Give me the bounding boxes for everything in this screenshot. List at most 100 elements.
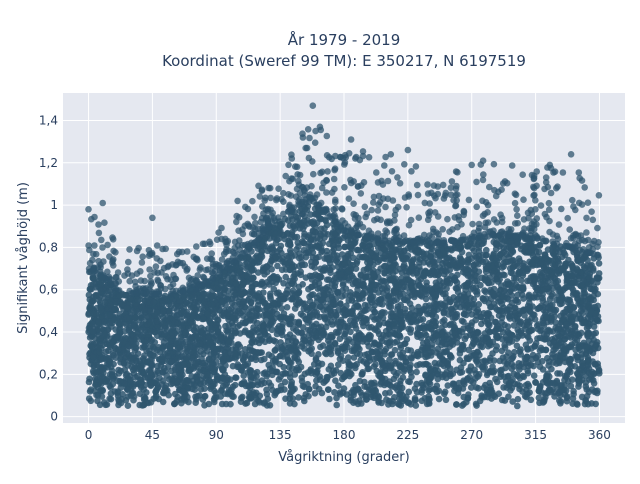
data-point bbox=[486, 329, 493, 336]
data-point bbox=[384, 381, 391, 388]
data-point bbox=[167, 338, 174, 345]
data-point bbox=[283, 349, 290, 356]
data-point bbox=[217, 292, 224, 299]
data-point bbox=[243, 319, 250, 326]
data-point bbox=[335, 241, 342, 248]
data-point bbox=[518, 242, 525, 249]
data-point bbox=[242, 352, 249, 359]
data-point bbox=[386, 274, 393, 281]
data-point bbox=[235, 308, 242, 315]
data-point bbox=[574, 401, 581, 408]
data-point bbox=[458, 347, 465, 354]
data-point bbox=[418, 380, 425, 387]
data-point bbox=[360, 338, 367, 345]
data-point bbox=[124, 387, 131, 394]
data-point bbox=[517, 318, 524, 325]
data-point bbox=[534, 253, 541, 260]
data-point bbox=[255, 298, 262, 305]
data-point bbox=[511, 349, 518, 356]
data-point bbox=[493, 255, 500, 262]
data-point bbox=[473, 260, 480, 267]
data-point bbox=[436, 251, 443, 258]
data-point bbox=[331, 389, 338, 396]
data-point bbox=[532, 284, 539, 291]
data-point bbox=[101, 399, 108, 406]
data-point bbox=[508, 355, 515, 362]
data-point bbox=[178, 307, 185, 314]
data-point bbox=[560, 346, 567, 353]
data-point bbox=[379, 359, 386, 366]
data-point bbox=[506, 330, 513, 337]
data-point bbox=[154, 363, 161, 370]
data-point bbox=[332, 377, 339, 384]
data-point bbox=[499, 348, 506, 355]
data-point bbox=[94, 398, 101, 405]
data-point bbox=[351, 344, 358, 351]
data-point bbox=[196, 368, 203, 375]
data-point bbox=[125, 402, 132, 409]
data-point bbox=[274, 344, 281, 351]
data-point bbox=[183, 300, 190, 307]
data-point bbox=[238, 398, 245, 405]
data-point bbox=[522, 355, 529, 362]
data-point bbox=[220, 376, 227, 383]
data-point bbox=[552, 275, 559, 282]
data-point bbox=[473, 254, 480, 261]
data-point bbox=[86, 395, 93, 402]
data-point bbox=[447, 299, 454, 306]
data-point bbox=[445, 382, 452, 389]
data-point bbox=[333, 402, 340, 409]
data-point bbox=[225, 391, 232, 398]
data-point bbox=[268, 258, 275, 265]
data-point bbox=[124, 350, 131, 357]
data-point bbox=[488, 395, 495, 402]
data-point bbox=[536, 388, 543, 395]
data-point bbox=[220, 367, 227, 374]
data-point bbox=[393, 372, 400, 379]
data-point bbox=[325, 386, 332, 393]
data-point bbox=[370, 388, 377, 395]
data-point bbox=[365, 285, 372, 292]
data-point bbox=[471, 272, 478, 279]
data-point bbox=[306, 386, 313, 393]
data-point bbox=[407, 329, 414, 336]
data-point bbox=[138, 384, 145, 391]
data-point bbox=[360, 281, 367, 288]
data-point bbox=[520, 283, 527, 290]
data-point bbox=[277, 353, 284, 360]
data-point bbox=[259, 336, 266, 343]
data-point bbox=[276, 361, 283, 368]
data-point bbox=[405, 294, 412, 301]
data-point bbox=[472, 375, 479, 382]
data-point bbox=[596, 368, 603, 375]
data-point bbox=[159, 381, 166, 388]
data-point bbox=[439, 329, 446, 336]
data-point bbox=[127, 377, 134, 384]
data-point bbox=[431, 386, 438, 393]
data-point bbox=[474, 291, 481, 298]
data-point bbox=[172, 400, 179, 407]
data-point bbox=[214, 349, 221, 356]
data-point bbox=[301, 247, 308, 254]
data-point bbox=[357, 389, 364, 396]
data-point bbox=[426, 396, 433, 403]
data-point bbox=[270, 358, 277, 365]
data-point bbox=[270, 299, 277, 306]
data-point bbox=[423, 279, 430, 286]
data-point bbox=[435, 339, 442, 346]
data-point bbox=[133, 340, 140, 347]
data-point bbox=[267, 293, 274, 300]
data-point bbox=[247, 395, 254, 402]
data-point bbox=[192, 399, 199, 406]
data-point bbox=[310, 323, 317, 330]
data-point bbox=[331, 370, 338, 377]
data-point bbox=[245, 383, 252, 390]
data-point bbox=[215, 328, 222, 335]
data-point bbox=[337, 356, 344, 363]
data-point bbox=[133, 358, 140, 365]
data-point bbox=[249, 266, 256, 273]
data-point bbox=[465, 391, 472, 398]
data-point bbox=[561, 377, 568, 384]
data-point bbox=[143, 389, 150, 396]
